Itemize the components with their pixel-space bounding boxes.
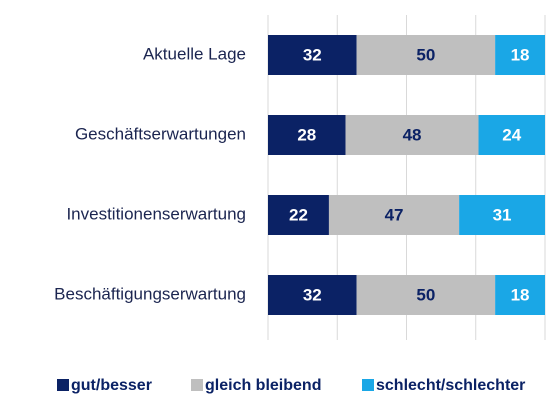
value-label: 31 bbox=[493, 205, 512, 224]
legend-swatch bbox=[57, 379, 69, 391]
legend-label: schlecht/schlechter bbox=[376, 377, 525, 394]
category-label: Aktuelle Lage bbox=[143, 44, 246, 63]
bar-segment bbox=[345, 115, 479, 155]
bar-segment bbox=[268, 195, 329, 235]
bar-segment bbox=[328, 195, 460, 235]
value-label: 32 bbox=[303, 45, 322, 64]
value-label: 48 bbox=[403, 125, 422, 144]
category-label: Geschäftserwartungen bbox=[75, 124, 246, 143]
legend-label: gleich bleibend bbox=[205, 377, 321, 394]
bar-segment bbox=[356, 35, 496, 75]
legend-swatch bbox=[362, 379, 374, 391]
legend-swatch bbox=[191, 379, 203, 391]
bar-segment bbox=[356, 275, 496, 315]
value-label: 24 bbox=[502, 125, 521, 144]
value-label: 28 bbox=[297, 125, 316, 144]
value-label: 50 bbox=[416, 285, 435, 304]
value-label: 50 bbox=[416, 45, 435, 64]
bar-segment bbox=[268, 35, 357, 75]
bar-segment bbox=[268, 275, 357, 315]
value-label: 22 bbox=[289, 205, 308, 224]
value-label: 47 bbox=[385, 205, 404, 224]
bar-segment bbox=[268, 115, 346, 155]
bar-segment bbox=[478, 115, 545, 155]
category-label: Investitionenserwartung bbox=[66, 204, 246, 223]
value-label: 32 bbox=[303, 285, 322, 304]
legend-label: gut/besser bbox=[71, 377, 152, 394]
bar-segment bbox=[495, 35, 545, 75]
bar-segment bbox=[495, 275, 545, 315]
bar-segment bbox=[459, 195, 545, 235]
value-label: 18 bbox=[511, 285, 530, 304]
value-label: 18 bbox=[511, 45, 530, 64]
category-label: Beschäftigungserwartung bbox=[54, 284, 246, 303]
